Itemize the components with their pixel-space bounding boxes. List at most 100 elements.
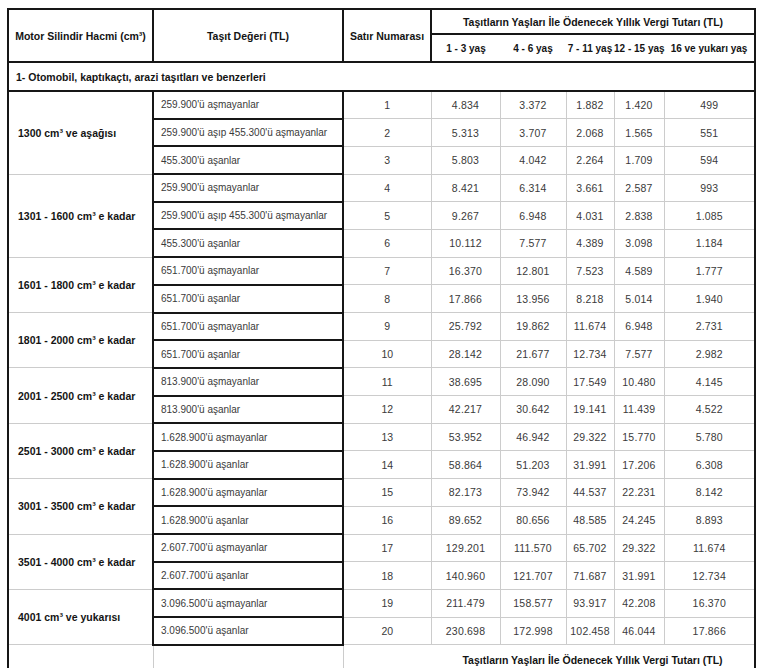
vehicle-value-range-cell: 455.300'ü aşanlar bbox=[153, 146, 343, 174]
tax-amount-cell: 4.389 bbox=[566, 229, 614, 257]
tax-amount-cell: 4.031 bbox=[566, 202, 614, 230]
engine-displacement-cell: 2001 - 2500 cm³ e kadar bbox=[8, 368, 153, 423]
table-row: 4001 cm³ ve yukarısı3.096.500'ü aşmayanl… bbox=[8, 589, 755, 617]
engine-displacement-cell: 3501 - 4000 cm³ e kadar bbox=[8, 534, 153, 589]
tax-amount-cell: 13.956 bbox=[500, 285, 566, 313]
tax-amount-cell: 29.322 bbox=[614, 534, 664, 562]
engine-displacement-cell: 1601 - 1800 cm³ e kadar bbox=[8, 257, 153, 312]
tax-amount-cell: 8.142 bbox=[664, 479, 755, 507]
tax-amount-cell: 551 bbox=[664, 119, 755, 147]
tax-amount-cell: 2.838 bbox=[614, 202, 664, 230]
tax-amount-cell: 230.698 bbox=[431, 617, 500, 645]
tax-amount-cell: 44.537 bbox=[566, 479, 614, 507]
tax-amount-cell: 1.882 bbox=[566, 91, 614, 119]
mtv-tax-table: Motor Silindir Hacmi (cm³) Taşıt Değeri … bbox=[7, 8, 754, 668]
row-number-cell: 20 bbox=[343, 617, 431, 645]
tax-amount-cell: 10.112 bbox=[431, 229, 500, 257]
row-number-cell: 4 bbox=[343, 174, 431, 202]
table-row: 2501 - 3000 cm³ e kadar1.628.900'ü aşmay… bbox=[8, 423, 755, 451]
tax-amount-cell: 6.308 bbox=[664, 451, 755, 479]
tax-amount-cell: 1.709 bbox=[614, 146, 664, 174]
tax-amount-cell: 71.687 bbox=[566, 562, 614, 590]
tax-amount-cell: 4.834 bbox=[431, 91, 500, 119]
tax-amount-cell: 993 bbox=[664, 174, 755, 202]
vehicle-value-range-cell: 651.700'ü aşmayanlar bbox=[153, 313, 343, 341]
tax-amount-cell: 3.372 bbox=[500, 91, 566, 119]
tax-amount-cell: 21.677 bbox=[500, 340, 566, 368]
tax-amount-cell: 29.322 bbox=[566, 423, 614, 451]
row-number-cell: 3 bbox=[343, 146, 431, 174]
tax-amount-cell: 4.145 bbox=[664, 368, 755, 396]
tax-amount-cell: 172.998 bbox=[500, 617, 566, 645]
footer-empty-cell bbox=[343, 645, 431, 668]
vehicle-value-range-cell: 259.900'ü aşmayanlar bbox=[153, 174, 343, 202]
tax-amount-cell: 16.370 bbox=[664, 589, 755, 617]
tax-amount-cell: 10.480 bbox=[614, 368, 664, 396]
tax-amount-cell: 2.731 bbox=[664, 313, 755, 341]
vehicle-tax-table: Motor Silindir Hacmi (cm³) Taşıt Değeri … bbox=[7, 8, 756, 668]
tax-amount-cell: 24.245 bbox=[614, 506, 664, 534]
tax-amount-cell: 17.866 bbox=[431, 285, 500, 313]
tax-amount-cell: 7.577 bbox=[500, 229, 566, 257]
vehicle-value-range-cell: 259.900'ü aşıp 455.300'ü aşmayanlar bbox=[153, 119, 343, 147]
tax-amount-cell: 65.702 bbox=[566, 534, 614, 562]
table-row: 2001 - 2500 cm³ e kadar813.900'ü aşmayan… bbox=[8, 368, 755, 396]
table-row: 1300 cm³ ve aşağısı259.900'ü aşmayanlar1… bbox=[8, 91, 755, 119]
vehicle-value-range-cell: 259.900'ü aşmayanlar bbox=[153, 91, 343, 119]
column-header-vehicle-value: Taşıt Değeri (TL) bbox=[153, 9, 343, 62]
column-header-age-7-11: 7 - 11 yaş bbox=[566, 34, 614, 62]
row-number-cell: 11 bbox=[343, 368, 431, 396]
tax-amount-cell: 3.098 bbox=[614, 229, 664, 257]
table-row: 3501 - 4000 cm³ e kadar2.607.700'ü aşmay… bbox=[8, 534, 755, 562]
row-number-cell: 9 bbox=[343, 313, 431, 341]
row-number-cell: 18 bbox=[343, 562, 431, 590]
tax-amount-cell: 594 bbox=[664, 146, 755, 174]
tax-amount-cell: 31.991 bbox=[614, 562, 664, 590]
column-header-age-1-3: 1 - 3 yaş bbox=[431, 34, 500, 62]
tax-amount-cell: 73.942 bbox=[500, 479, 566, 507]
tax-amount-cell: 129.201 bbox=[431, 534, 500, 562]
tax-amount-cell: 16.370 bbox=[431, 257, 500, 285]
tax-amount-cell: 12.734 bbox=[566, 340, 614, 368]
tax-amount-cell: 158.577 bbox=[500, 589, 566, 617]
vehicle-value-range-cell: 3.096.500'ü aşmayanlar bbox=[153, 589, 343, 617]
tax-amount-cell: 48.585 bbox=[566, 506, 614, 534]
column-header-engine-displacement: Motor Silindir Hacmi (cm³) bbox=[8, 9, 153, 62]
tax-amount-cell: 5.313 bbox=[431, 119, 500, 147]
tax-amount-cell: 11.674 bbox=[566, 313, 614, 341]
column-header-age-4-6: 4 - 6 yaş bbox=[500, 34, 566, 62]
tax-amount-cell: 121.707 bbox=[500, 562, 566, 590]
engine-displacement-cell: 1801 - 2000 cm³ e kadar bbox=[8, 313, 153, 368]
tax-amount-cell: 19.862 bbox=[500, 313, 566, 341]
tax-amount-cell: 3.707 bbox=[500, 119, 566, 147]
vehicle-value-range-cell: 2.607.700'ü aşmayanlar bbox=[153, 534, 343, 562]
tax-amount-cell: 102.458 bbox=[566, 617, 614, 645]
tax-amount-cell: 93.917 bbox=[566, 589, 614, 617]
tax-amount-cell: 6.948 bbox=[614, 313, 664, 341]
tax-amount-cell: 5.014 bbox=[614, 285, 664, 313]
row-number-cell: 1 bbox=[343, 91, 431, 119]
column-header-row-number: Satır Numarası bbox=[343, 9, 431, 62]
tax-amount-cell: 53.952 bbox=[431, 423, 500, 451]
tax-amount-cell: 51.203 bbox=[500, 451, 566, 479]
vehicle-value-range-cell: 2.607.700'ü aşanlar bbox=[153, 562, 343, 590]
column-header-tax-by-age-group: Taşıtların Yaşları İle Ödenecek Yıllık V… bbox=[431, 9, 755, 34]
tax-amount-cell: 4.522 bbox=[664, 396, 755, 424]
table-row: 1801 - 2000 cm³ e kadar651.700'ü aşmayan… bbox=[8, 313, 755, 341]
next-section-tax-header: Taşıtların Yaşları İle Ödenecek Yıllık V… bbox=[431, 645, 755, 668]
section-title-automobiles: 1- Otomobil, kaptıkaçtı, arazi taşıtları… bbox=[8, 62, 755, 91]
row-number-cell: 13 bbox=[343, 423, 431, 451]
vehicle-value-range-cell: 1.628.900'ü aşanlar bbox=[153, 451, 343, 479]
vehicle-value-range-cell: 813.900'ü aşmayanlar bbox=[153, 368, 343, 396]
tax-amount-cell: 82.173 bbox=[431, 479, 500, 507]
tax-amount-cell: 12.801 bbox=[500, 257, 566, 285]
tax-amount-cell: 30.642 bbox=[500, 396, 566, 424]
tax-amount-cell: 3.661 bbox=[566, 174, 614, 202]
tax-amount-cell: 9.267 bbox=[431, 202, 500, 230]
table-row: 1601 - 1800 cm³ e kadar651.700'ü aşmayan… bbox=[8, 257, 755, 285]
column-header-age-16-plus: 16 ve yukarı yaş bbox=[664, 34, 755, 62]
tax-amount-cell: 17.206 bbox=[614, 451, 664, 479]
tax-amount-cell: 38.695 bbox=[431, 368, 500, 396]
tax-amount-cell: 111.570 bbox=[500, 534, 566, 562]
tax-amount-cell: 46.044 bbox=[614, 617, 664, 645]
